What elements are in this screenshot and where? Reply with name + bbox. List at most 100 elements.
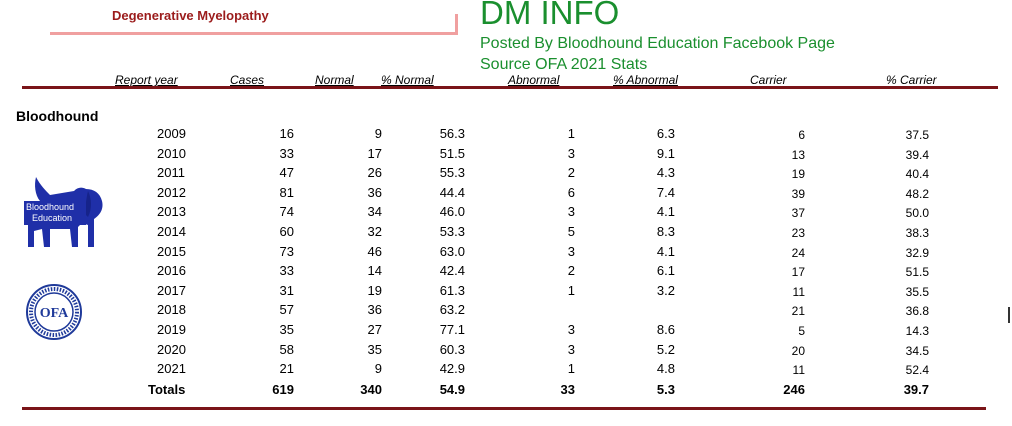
cell-year: 2017 — [157, 283, 186, 298]
cell-normal: 35 — [367, 342, 382, 357]
cell-year: 2012 — [157, 185, 186, 200]
totals-abnormal: 33 — [560, 382, 575, 397]
cell-abnormal: 1 — [567, 283, 575, 298]
cell-pct-normal: 42.4 — [439, 263, 465, 278]
cell-pct-normal: 42.9 — [439, 361, 465, 376]
edge-mark — [1008, 307, 1010, 323]
cell-pct-normal: 44.4 — [439, 185, 465, 200]
cell-year: 2020 — [157, 342, 186, 357]
cell-pct-carrier: 35.5 — [905, 285, 929, 299]
cell-normal: 9 — [374, 126, 382, 141]
cell-carrier: 21 — [791, 304, 805, 318]
cell-carrier: 11 — [792, 363, 805, 377]
cell-cases: 16 — [279, 126, 294, 141]
cell-cases: 35 — [279, 322, 294, 337]
cell-pct-abnormal: 8.3 — [656, 224, 675, 239]
totals-cases: 619 — [272, 382, 294, 397]
col-header-carrier: Carrier — [750, 73, 787, 87]
cell-pct-normal: 61.3 — [439, 283, 465, 298]
cell-abnormal: 6 — [567, 185, 575, 200]
cell-pct-carrier: 40.4 — [905, 167, 929, 181]
cell-year: 2021 — [157, 361, 186, 376]
cell-cases: 33 — [279, 263, 294, 278]
totals-label: Totals — [148, 382, 186, 397]
bloodhound-icon: Bloodhound Education — [24, 177, 103, 247]
cell-carrier: 19 — [791, 167, 805, 181]
cell-pct-carrier: 51.5 — [905, 265, 929, 279]
section-label: Bloodhound — [16, 108, 99, 124]
cell-year: 2010 — [157, 146, 186, 161]
cell-year: 2011 — [157, 165, 185, 180]
cell-abnormal: 2 — [567, 165, 575, 180]
cell-normal: 46 — [367, 244, 382, 259]
cell-year: 2015 — [157, 244, 186, 259]
cell-pct-carrier: 36.8 — [905, 304, 929, 318]
cell-abnormal: 3 — [567, 342, 575, 357]
cell-normal: 34 — [367, 204, 382, 219]
cell-abnormal: 1 — [567, 361, 575, 376]
cell-pct-abnormal: 9.1 — [656, 146, 675, 161]
cell-pct-normal: 46.0 — [439, 204, 465, 219]
cell-pct-abnormal: 7.4 — [656, 185, 675, 200]
cell-year: 2013 — [157, 204, 186, 219]
cell-cases: 31 — [279, 283, 294, 298]
col-header-cases: Cases — [230, 73, 265, 87]
cell-normal: 14 — [367, 263, 382, 278]
footer-rule — [22, 407, 986, 410]
totals-pct-carrier: 39.7 — [903, 382, 929, 397]
totals-pct-abnormal: 5.3 — [656, 382, 675, 397]
page-title: DM INFO — [480, 0, 620, 31]
cell-year: 2018 — [157, 302, 186, 317]
cell-pct-carrier: 32.9 — [905, 246, 929, 260]
cell-normal: 17 — [367, 146, 382, 161]
cell-pct-abnormal: 4.1 — [656, 244, 675, 259]
col-header-year: Report year — [115, 73, 178, 87]
cell-abnormal: 2 — [567, 263, 575, 278]
cell-carrier: 37 — [791, 206, 805, 220]
ofa-seal-icon: OFA — [26, 284, 82, 340]
cell-carrier: 11 — [792, 285, 805, 299]
totals-normal: 340 — [360, 382, 382, 397]
cell-cases: 60 — [279, 224, 294, 239]
cell-pct-normal: 77.1 — [439, 322, 465, 337]
cell-carrier: 23 — [791, 226, 805, 240]
cell-pct-carrier: 34.5 — [905, 344, 929, 358]
cell-cases: 47 — [279, 165, 294, 180]
cell-cases: 81 — [279, 185, 294, 200]
cell-cases: 73 — [279, 244, 294, 259]
cell-pct-carrier: 48.2 — [905, 187, 929, 201]
cell-cases: 74 — [279, 204, 294, 219]
cell-carrier: 6 — [798, 128, 805, 142]
cell-pct-normal: 53.3 — [439, 224, 465, 239]
cell-abnormal: 3 — [567, 322, 575, 337]
cell-cases: 57 — [279, 302, 294, 317]
ofa-text: OFA — [40, 306, 69, 321]
col-header-pct-normal: % Normal — [381, 73, 434, 87]
col-header-pct-carrier: % Carrier — [886, 73, 937, 87]
cell-pct-normal: 60.3 — [439, 342, 465, 357]
ofa-seal: OFA — [25, 283, 83, 341]
cell-abnormal: 5 — [567, 224, 575, 239]
cell-pct-normal: 56.3 — [439, 126, 465, 141]
cell-pct-abnormal: 6.1 — [656, 263, 675, 278]
cell-normal: 36 — [367, 185, 382, 200]
cell-cases: 33 — [279, 146, 294, 161]
subtitle-box — [50, 6, 458, 35]
col-header-pct-abnormal: % Abnormal — [613, 73, 678, 87]
cell-abnormal: 3 — [567, 244, 575, 259]
cell-pct-abnormal: 3.2 — [656, 283, 675, 298]
col-header-abnormal: Abnormal — [508, 73, 560, 87]
header-rule — [22, 86, 998, 89]
subtitle-underline — [50, 32, 458, 35]
cell-carrier: 13 — [791, 148, 805, 162]
col-header-normal: Normal — [315, 73, 354, 87]
cell-pct-abnormal: 8.6 — [656, 322, 675, 337]
logo-line1: Bloodhound — [26, 202, 74, 212]
cell-pct-normal: 63.0 — [439, 244, 465, 259]
cell-pct-normal: 51.5 — [439, 146, 465, 161]
cell-normal: 36 — [367, 302, 382, 317]
cell-pct-abnormal: 4.3 — [656, 165, 675, 180]
posted-by-line: Posted By Bloodhound Education Facebook … — [480, 35, 835, 52]
cell-carrier: 5 — [798, 324, 805, 338]
cell-year: 2014 — [157, 224, 186, 239]
